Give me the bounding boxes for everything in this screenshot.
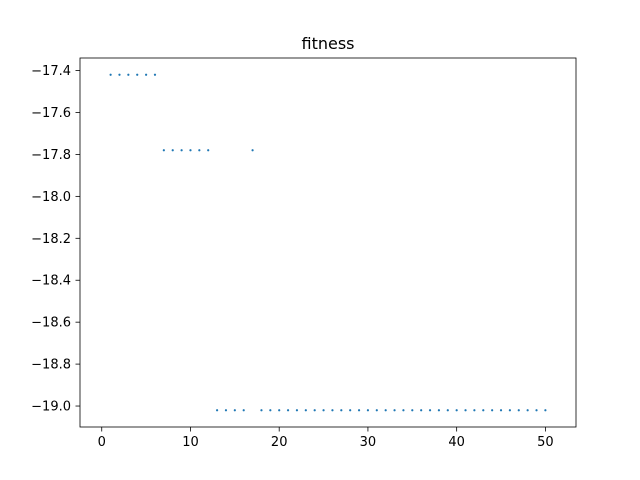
data-point bbox=[127, 73, 130, 76]
data-point bbox=[295, 409, 299, 412]
data-point bbox=[224, 409, 228, 412]
data-point bbox=[357, 409, 361, 412]
data-point bbox=[180, 149, 183, 152]
y-tick-label: −17.8 bbox=[31, 148, 71, 163]
data-point bbox=[233, 409, 236, 412]
data-point bbox=[269, 409, 272, 412]
data-point bbox=[331, 409, 334, 412]
data-point bbox=[118, 73, 121, 76]
chart-title: fitness bbox=[301, 34, 354, 53]
data-point bbox=[508, 409, 511, 412]
data-point bbox=[464, 409, 467, 412]
data-point bbox=[109, 73, 112, 76]
data-point bbox=[136, 73, 139, 76]
data-point bbox=[313, 409, 316, 412]
data-point bbox=[526, 409, 529, 412]
data-point bbox=[384, 409, 387, 412]
data-point bbox=[517, 409, 520, 412]
x-tick-label: 10 bbox=[182, 435, 199, 450]
data-point bbox=[278, 409, 281, 412]
data-point bbox=[304, 409, 307, 412]
data-point bbox=[322, 409, 325, 412]
data-point bbox=[198, 149, 201, 152]
data-point bbox=[251, 149, 254, 152]
data-point bbox=[482, 409, 485, 412]
data-point bbox=[171, 149, 174, 152]
data-point bbox=[189, 149, 192, 152]
data-point bbox=[375, 409, 378, 412]
y-tick-label: −17.6 bbox=[31, 106, 71, 121]
y-tick-label: −18.2 bbox=[31, 232, 71, 247]
data-point bbox=[349, 409, 352, 412]
data-point bbox=[340, 409, 343, 412]
data-point bbox=[260, 409, 263, 412]
data-point bbox=[207, 149, 210, 152]
data-point bbox=[499, 409, 503, 412]
data-point bbox=[162, 149, 165, 152]
data-point bbox=[544, 409, 547, 412]
y-tick-label: −19.0 bbox=[31, 400, 71, 415]
x-tick-label: 0 bbox=[98, 435, 106, 450]
data-point bbox=[366, 409, 370, 412]
data-point bbox=[420, 409, 423, 412]
axes: 0 10 20 30 40 50 −17.4 −17.6 −17.8 −18.0 −18.2 −18.… bbox=[31, 57, 577, 450]
data-point bbox=[446, 409, 449, 412]
plot-frame bbox=[79, 57, 577, 428]
x-tick-label: 40 bbox=[448, 435, 465, 450]
data-point bbox=[411, 409, 414, 412]
data-point bbox=[145, 73, 148, 76]
data-point bbox=[153, 73, 157, 76]
y-tick-label: −18.0 bbox=[31, 190, 71, 205]
data-point bbox=[428, 409, 432, 412]
data-point bbox=[215, 409, 219, 412]
y-tick-label: −18.8 bbox=[31, 358, 71, 373]
data-point bbox=[437, 409, 441, 412]
data-point bbox=[286, 409, 290, 412]
data-point bbox=[491, 409, 494, 412]
x-tick-label: 20 bbox=[271, 435, 288, 450]
data-point bbox=[393, 409, 396, 412]
data-point bbox=[242, 409, 245, 412]
x-tick-label: 50 bbox=[537, 435, 554, 450]
x-tick-label: 30 bbox=[360, 435, 377, 450]
data-point bbox=[535, 409, 538, 412]
data-point bbox=[455, 409, 458, 412]
y-tick-label: −17.4 bbox=[31, 64, 71, 79]
data-point bbox=[402, 409, 405, 412]
data-point bbox=[473, 409, 476, 412]
plot-area bbox=[109, 73, 547, 412]
y-tick-label: −18.6 bbox=[31, 316, 71, 331]
y-tick-label: −18.4 bbox=[31, 274, 71, 289]
